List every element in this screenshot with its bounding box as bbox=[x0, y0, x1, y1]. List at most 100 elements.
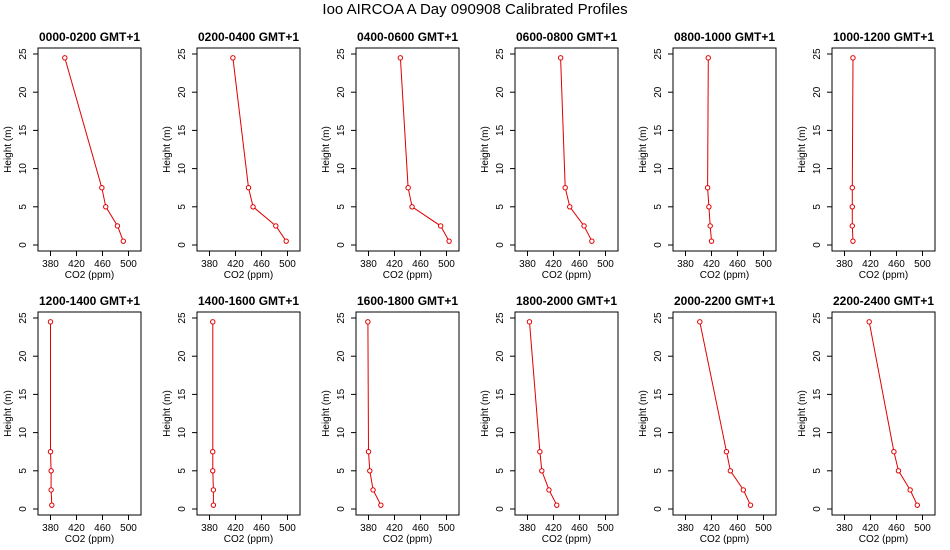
y-tick-label: 5 bbox=[336, 468, 347, 474]
x-tick-label: 420 bbox=[545, 259, 562, 270]
y-axis-label: Height (m) bbox=[797, 126, 808, 173]
y-tick-label: 25 bbox=[812, 48, 823, 60]
y-tick-label: 0 bbox=[18, 506, 29, 512]
y-tick-label: 10 bbox=[653, 163, 664, 175]
y-tick-label: 5 bbox=[653, 468, 664, 474]
data-point bbox=[554, 502, 560, 508]
data-point bbox=[210, 487, 217, 493]
data-point bbox=[273, 223, 279, 229]
y-tick-label: 20 bbox=[495, 86, 506, 98]
data-point bbox=[370, 487, 376, 493]
panel-title: 0200-0400 GMT+1 bbox=[198, 30, 299, 44]
y-tick-label: 5 bbox=[336, 204, 347, 210]
plot-frame bbox=[672, 311, 777, 516]
x-axis-label: CO2 (ppm) bbox=[542, 534, 591, 545]
data-point bbox=[397, 55, 404, 61]
y-tick-label: 15 bbox=[177, 124, 188, 136]
y-tick-label: 25 bbox=[495, 48, 506, 60]
data-point bbox=[747, 502, 754, 508]
y-tick-label: 10 bbox=[336, 427, 347, 439]
panel-title: 1200-1400 GMT+1 bbox=[39, 294, 140, 308]
series-line bbox=[399, 57, 450, 242]
y-axis-label: Height (m) bbox=[638, 126, 649, 173]
x-tick-label: 420 bbox=[68, 259, 85, 270]
y-tick-label: 25 bbox=[653, 48, 664, 60]
y-axis-label: Height (m) bbox=[3, 390, 14, 437]
y-tick-label: 15 bbox=[18, 388, 29, 400]
series-line bbox=[699, 321, 751, 506]
x-tick-label: 500 bbox=[914, 523, 931, 534]
data-point bbox=[907, 487, 913, 493]
y-tick-label: 25 bbox=[336, 48, 347, 60]
y-tick-label: 15 bbox=[177, 388, 188, 400]
series-line bbox=[212, 321, 214, 506]
x-axis-label: CO2 (ppm) bbox=[542, 270, 591, 281]
x-tick-label: 420 bbox=[862, 259, 879, 270]
panel-title: 2200-2400 GMT+1 bbox=[833, 294, 934, 308]
y-tick-label: 20 bbox=[18, 350, 29, 362]
data-point bbox=[850, 55, 856, 61]
data-point bbox=[378, 502, 384, 508]
data-point bbox=[48, 468, 54, 474]
data-point bbox=[546, 487, 552, 493]
x-tick-label: 500 bbox=[279, 523, 296, 534]
panel-title: 0000-0200 GMT+1 bbox=[39, 30, 140, 44]
chart-panel: 1600-1800 GMT+1 380 420 460 500 CO2 (ppm) 0 5 10… bbox=[321, 294, 460, 545]
x-tick-label: 420 bbox=[703, 523, 720, 534]
y-tick-label: 0 bbox=[812, 242, 823, 248]
chart-panel: 0000-0200 GMT+1 380 420 460 500 CO2 (ppm) 0 5 10… bbox=[3, 30, 142, 281]
y-tick-label: 10 bbox=[177, 427, 188, 439]
x-tick-label: 380 bbox=[42, 523, 59, 534]
y-tick-label: 25 bbox=[653, 312, 664, 324]
y-tick-label: 5 bbox=[812, 468, 823, 474]
x-tick-label: 420 bbox=[68, 523, 85, 534]
y-tick-label: 20 bbox=[653, 350, 664, 362]
data-point bbox=[365, 319, 371, 325]
y-tick-label: 0 bbox=[495, 242, 506, 248]
series-line bbox=[232, 57, 287, 242]
chart-panel: 0200-0400 GMT+1 380 420 460 500 CO2 (ppm) 0 5 10… bbox=[162, 30, 301, 281]
x-tick-label: 500 bbox=[438, 259, 455, 270]
x-tick-label: 380 bbox=[836, 259, 853, 270]
y-axis-label: Height (m) bbox=[480, 390, 491, 437]
chart-panel: 1000-1200 GMT+1 380 420 460 500 CO2 (ppm) 0 5 10… bbox=[797, 30, 936, 281]
data-point bbox=[526, 319, 533, 325]
y-tick-label: 0 bbox=[336, 242, 347, 248]
series-line bbox=[560, 57, 593, 242]
data-point bbox=[49, 502, 55, 508]
y-axis-label: Height (m) bbox=[321, 126, 332, 173]
data-point bbox=[706, 204, 712, 210]
x-tick-label: 460 bbox=[253, 523, 270, 534]
panel-title: 0800-1000 GMT+1 bbox=[674, 30, 775, 44]
x-tick-label: 460 bbox=[412, 523, 429, 534]
data-point bbox=[567, 204, 573, 210]
y-tick-label: 0 bbox=[653, 242, 664, 248]
plot-frame bbox=[514, 311, 619, 516]
y-tick-label: 25 bbox=[495, 312, 506, 324]
y-tick-label: 5 bbox=[495, 204, 506, 210]
x-tick-label: 460 bbox=[94, 259, 111, 270]
y-tick-label: 15 bbox=[495, 388, 506, 400]
chart-panel: 0600-0800 GMT+1 380 420 460 500 CO2 (ppm) 0 5 10… bbox=[480, 30, 619, 281]
y-tick-label: 0 bbox=[18, 242, 29, 248]
y-tick-label: 0 bbox=[336, 506, 347, 512]
y-tick-label: 10 bbox=[18, 163, 29, 175]
x-axis-label: CO2 (ppm) bbox=[859, 270, 908, 281]
y-tick-label: 25 bbox=[336, 312, 347, 324]
plot-frame bbox=[672, 47, 777, 252]
data-point bbox=[849, 223, 855, 229]
y-tick-label: 0 bbox=[177, 242, 188, 248]
y-axis-label: Height (m) bbox=[480, 126, 491, 173]
data-point bbox=[405, 185, 411, 191]
data-point bbox=[245, 185, 252, 191]
y-tick-label: 25 bbox=[18, 48, 29, 60]
data-point bbox=[708, 238, 715, 244]
plot-frame bbox=[831, 311, 936, 516]
series-line bbox=[64, 57, 124, 242]
x-tick-label: 460 bbox=[888, 523, 905, 534]
x-tick-label: 380 bbox=[677, 259, 694, 270]
x-tick-label: 420 bbox=[227, 523, 244, 534]
y-tick-label: 0 bbox=[177, 506, 188, 512]
data-point bbox=[707, 223, 713, 229]
